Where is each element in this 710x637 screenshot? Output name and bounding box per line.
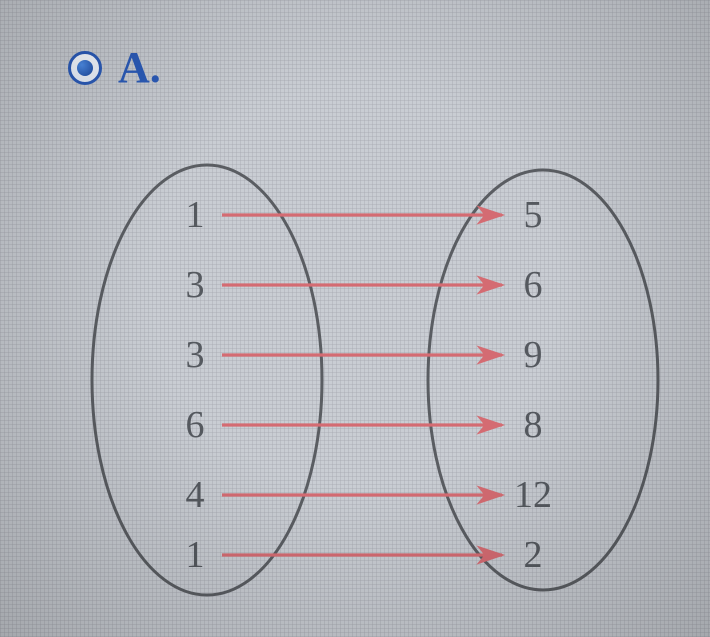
diagram-svg xyxy=(0,120,710,620)
domain-value: 1 xyxy=(186,193,205,237)
domain-value: 4 xyxy=(186,473,205,517)
domain-value: 6 xyxy=(186,403,205,447)
answer-option-a[interactable]: A. xyxy=(68,42,161,93)
codomain-value: 8 xyxy=(524,403,543,447)
codomain-value: 2 xyxy=(524,533,543,577)
option-label: A. xyxy=(118,42,161,93)
domain-ellipse xyxy=(92,165,322,595)
domain-value: 1 xyxy=(186,533,205,577)
radio-selected-icon[interactable] xyxy=(68,51,102,85)
codomain-ellipse xyxy=(428,170,658,590)
codomain-value: 5 xyxy=(524,193,543,237)
radio-dot xyxy=(77,60,93,76)
codomain-value: 6 xyxy=(524,263,543,307)
codomain-value: 9 xyxy=(524,333,543,377)
domain-value: 3 xyxy=(186,333,205,377)
domain-value: 3 xyxy=(186,263,205,307)
mapping-diagram: 1536396841212 xyxy=(0,120,710,620)
codomain-value: 12 xyxy=(514,473,552,517)
